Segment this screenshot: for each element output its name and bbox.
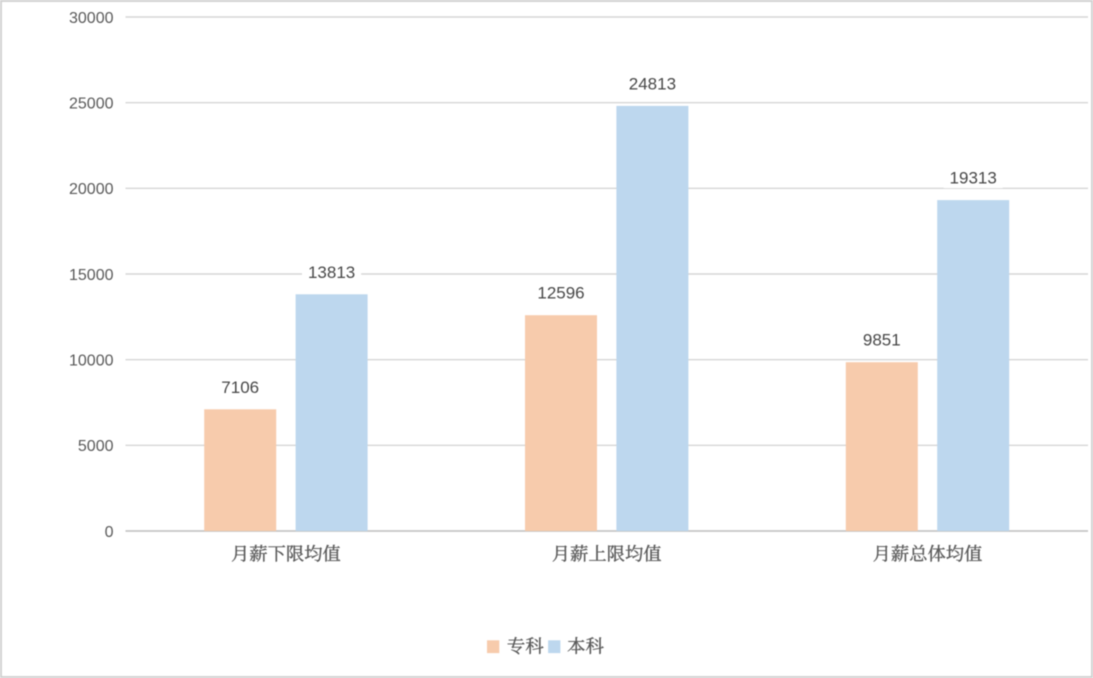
svg-text:13813: 13813 xyxy=(308,263,355,282)
svg-text:5000: 5000 xyxy=(78,438,114,455)
svg-text:30000: 30000 xyxy=(69,10,114,27)
svg-text:20000: 20000 xyxy=(69,181,114,198)
svg-text:9851: 9851 xyxy=(863,331,901,350)
svg-text:24813: 24813 xyxy=(629,74,676,93)
svg-text:0: 0 xyxy=(105,524,114,541)
svg-text:7106: 7106 xyxy=(221,378,259,397)
svg-text:19313: 19313 xyxy=(950,169,997,188)
svg-text:10000: 10000 xyxy=(69,353,114,370)
svg-text:12596: 12596 xyxy=(537,284,584,303)
svg-text:15000: 15000 xyxy=(69,267,114,284)
svg-text:25000: 25000 xyxy=(69,96,114,113)
